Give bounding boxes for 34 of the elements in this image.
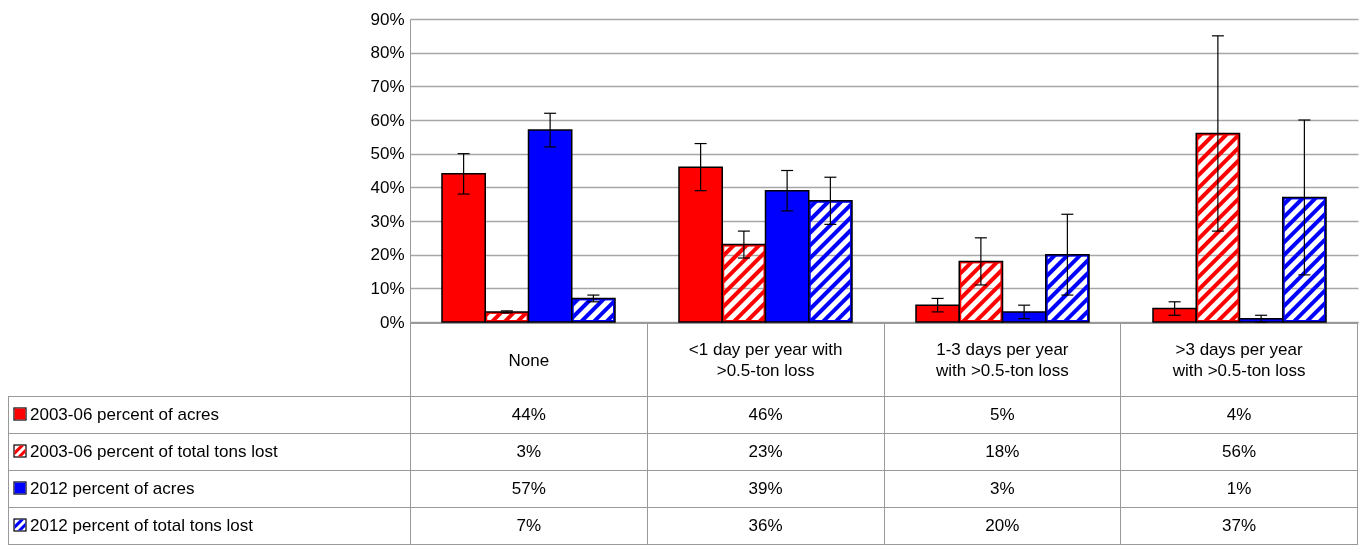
- x-tick-label: <1 day per year with >0.5-ton loss: [647, 323, 884, 397]
- y-tick-label: 50%: [370, 144, 405, 164]
- y-tick-label: 60%: [370, 110, 405, 130]
- y-tick-label: 80%: [370, 43, 405, 63]
- y-tick-label: 30%: [370, 211, 405, 231]
- x-tick-label: None: [410, 323, 648, 397]
- data-label: 56%: [1120, 433, 1358, 471]
- legend-label: 2003-06 percent of acres: [8, 396, 411, 434]
- data-label: 1%: [1120, 470, 1358, 508]
- data-label: 36%: [647, 507, 884, 545]
- data-label: 57%: [410, 470, 648, 508]
- data-label: 7%: [410, 507, 648, 545]
- y-tick-label: 0%: [379, 312, 405, 332]
- data-label: 5%: [884, 396, 1121, 434]
- y-tick-label: 20%: [370, 245, 405, 265]
- data-label: 46%: [647, 396, 884, 434]
- y-tick-label: 90%: [370, 9, 405, 29]
- y-tick-label: 40%: [370, 177, 405, 197]
- legend-label: 2003-06 percent of total tons lost: [8, 433, 411, 471]
- x-tick-label: 1-3 days per year with >0.5-ton loss: [884, 323, 1121, 397]
- data-label: 39%: [647, 470, 884, 508]
- data-label: 37%: [1120, 507, 1358, 545]
- data-label: 3%: [410, 433, 648, 471]
- y-tick-label: 70%: [370, 76, 405, 96]
- legend-label: 2012 percent of acres: [8, 470, 411, 508]
- data-label: 23%: [647, 433, 884, 471]
- data-label: 3%: [884, 470, 1121, 508]
- y-tick-label: 10%: [370, 278, 405, 298]
- data-label: 20%: [884, 507, 1121, 545]
- legend-label: 2012 percent of total tons lost: [8, 507, 411, 545]
- data-label: 44%: [410, 396, 648, 434]
- x-tick-label: >3 days per year with >0.5-ton loss: [1120, 323, 1358, 397]
- data-label: 18%: [884, 433, 1121, 471]
- data-label: 4%: [1120, 396, 1358, 434]
